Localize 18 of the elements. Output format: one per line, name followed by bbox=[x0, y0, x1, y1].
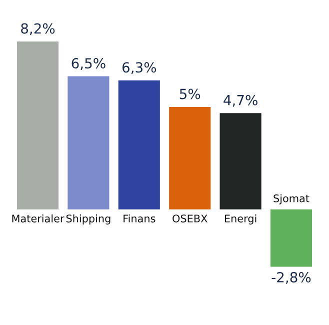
bar bbox=[16, 41, 59, 210]
x-tick-label: OSEBX bbox=[172, 214, 208, 222]
data-label: 8,2% bbox=[21, 23, 55, 36]
x-tick-label: Energi bbox=[224, 214, 256, 224]
x-tick-label: Materialer bbox=[12, 214, 64, 222]
data-label: 6,5% bbox=[72, 58, 106, 70]
bar bbox=[118, 80, 160, 210]
bar bbox=[169, 106, 211, 210]
bar bbox=[68, 76, 110, 210]
data-label: 4,7% bbox=[224, 94, 258, 107]
x-tick-label: Finans bbox=[124, 214, 156, 222]
data-label: 5% bbox=[180, 88, 200, 100]
x-tick-label: Shipping bbox=[66, 214, 110, 224]
x-tick-label: Sjomat bbox=[274, 194, 310, 204]
bar bbox=[270, 209, 312, 267]
data-label: -2,8% bbox=[272, 272, 311, 284]
data-label: 6,3% bbox=[122, 62, 156, 74]
bar bbox=[220, 113, 262, 210]
